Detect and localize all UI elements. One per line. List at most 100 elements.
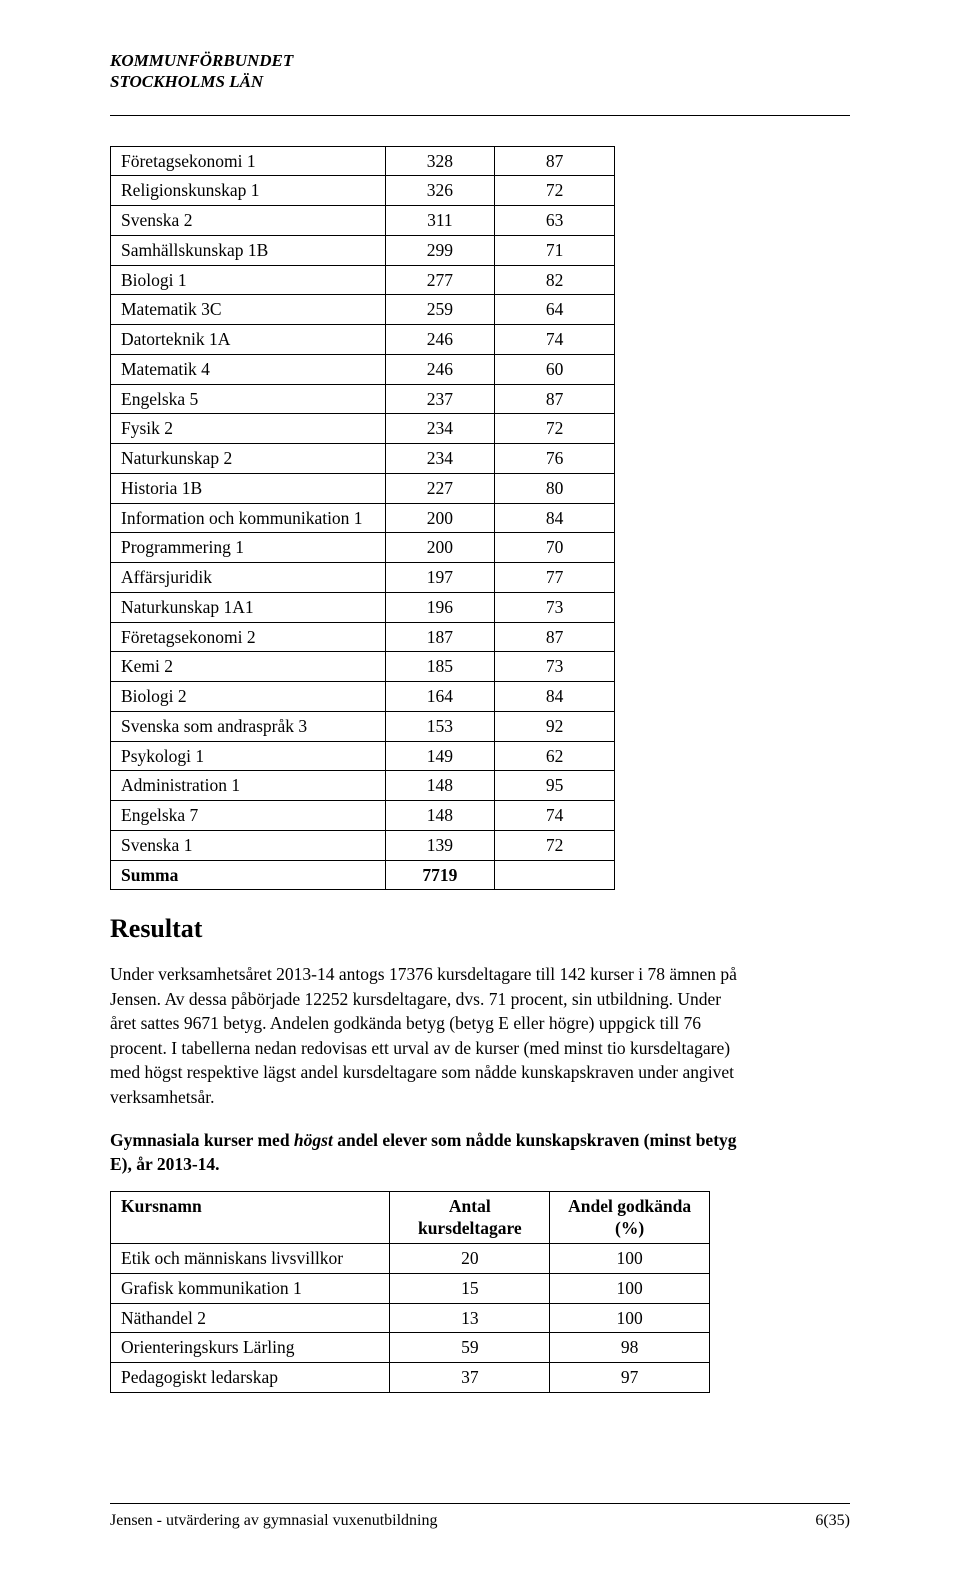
table-cell: 77 (495, 563, 615, 593)
table-cell: 87 (495, 384, 615, 414)
table-cell: 100 (550, 1244, 710, 1274)
table-cell: 70 (495, 533, 615, 563)
table-cell: 246 (385, 354, 495, 384)
table-cell: 63 (495, 206, 615, 236)
table-cell: Pedagogiskt ledarskap (111, 1363, 390, 1393)
table-row: Engelska 523787 (111, 384, 615, 414)
table-cell: Företagsekonomi 2 (111, 622, 386, 652)
page-header: KOMMUNFÖRBUNDET STOCKHOLMS LÄN (110, 50, 850, 93)
table-cell: Svenska som andraspråk 3 (111, 711, 386, 741)
table-row: Naturkunskap 223476 (111, 444, 615, 474)
table-cell: 84 (495, 503, 615, 533)
table-cell: Biologi 1 (111, 265, 386, 295)
table-row: Psykologi 114962 (111, 741, 615, 771)
table-cell: 164 (385, 682, 495, 712)
table-cell: 60 (495, 354, 615, 384)
table-row: Näthandel 213100 (111, 1303, 710, 1333)
table-row: Svenska 113972 (111, 830, 615, 860)
table-row: Kemi 218573 (111, 652, 615, 682)
table-row: Svenska som andraspråk 315392 (111, 711, 615, 741)
table-cell: 153 (385, 711, 495, 741)
table-cell: Företagsekonomi 1 (111, 146, 386, 176)
table-row: Programmering 120070 (111, 533, 615, 563)
table-cell: 196 (385, 592, 495, 622)
table-cell: 37 (390, 1363, 550, 1393)
table-cell: 98 (550, 1333, 710, 1363)
table-row: Naturkunskap 1A119673 (111, 592, 615, 622)
table-cell: 234 (385, 414, 495, 444)
table-cell: 87 (495, 622, 615, 652)
table-cell: 149 (385, 741, 495, 771)
table-cell: 62 (495, 741, 615, 771)
table-row: Affärsjuridik19777 (111, 563, 615, 593)
table-cell: 13 (390, 1303, 550, 1333)
table-cell: 20 (390, 1244, 550, 1274)
page-footer: Jensen - utvärdering av gymnasial vuxenu… (110, 1503, 850, 1530)
table-cell: 73 (495, 652, 615, 682)
header-line2: STOCKHOLMS LÄN (110, 71, 850, 92)
table-cell: Fysik 2 (111, 414, 386, 444)
body-paragraph: Under verksamhetsåret 2013-14 antogs 173… (110, 962, 750, 1109)
table-cell: Religionskunskap 1 (111, 176, 386, 206)
table-cell: Historia 1B (111, 473, 386, 503)
table-cell: Matematik 4 (111, 354, 386, 384)
table-row: Matematik 424660 (111, 354, 615, 384)
table-cell: Administration 1 (111, 771, 386, 801)
table-cell: 72 (495, 414, 615, 444)
subheading: Gymnasiala kurser med högst andel elever… (110, 1129, 750, 1176)
table-cell: 246 (385, 325, 495, 355)
table-row: Pedagogiskt ledarskap3797 (111, 1363, 710, 1393)
table-cell: 72 (495, 176, 615, 206)
table-header-row: Kursnamn Antal kursdeltagare Andel godkä… (111, 1191, 710, 1244)
table-cell: 80 (495, 473, 615, 503)
table-row: Matematik 3C25964 (111, 295, 615, 325)
summa-row: Summa7719 (111, 860, 615, 890)
table-cell: Naturkunskap 1A1 (111, 592, 386, 622)
subhead-emph: högst (294, 1130, 333, 1150)
table-cell: 82 (495, 265, 615, 295)
table-cell: 200 (385, 503, 495, 533)
divider-bottom (110, 1503, 850, 1504)
table-cell: 139 (385, 830, 495, 860)
table-cell: Näthandel 2 (111, 1303, 390, 1333)
header-line1: KOMMUNFÖRBUNDET (110, 50, 850, 71)
table-cell: Matematik 3C (111, 295, 386, 325)
col-andel: Andel godkända (%) (550, 1191, 710, 1244)
table-row: Historia 1B22780 (111, 473, 615, 503)
table-row: Grafisk kommunikation 115100 (111, 1273, 710, 1303)
table-row: Orienteringskurs Lärling5998 (111, 1333, 710, 1363)
table-cell: 148 (385, 801, 495, 831)
table-row: Företagsekonomi 132887 (111, 146, 615, 176)
table-cell: Biologi 2 (111, 682, 386, 712)
table-cell: Programmering 1 (111, 533, 386, 563)
table-row: Etik och människans livsvillkor20100 (111, 1244, 710, 1274)
table-row: Engelska 714874 (111, 801, 615, 831)
table-cell (495, 860, 615, 890)
table-cell: Orienteringskurs Lärling (111, 1333, 390, 1363)
table-cell: Svenska 1 (111, 830, 386, 860)
table-cell: 187 (385, 622, 495, 652)
table-cell: 59 (390, 1333, 550, 1363)
table-cell: Kemi 2 (111, 652, 386, 682)
table-cell: 197 (385, 563, 495, 593)
table-cell: Datorteknik 1A (111, 325, 386, 355)
table-cell: 100 (550, 1303, 710, 1333)
table-cell: 76 (495, 444, 615, 474)
table-cell: 148 (385, 771, 495, 801)
table-row: Datorteknik 1A24674 (111, 325, 615, 355)
table-cell: Samhällskunskap 1B (111, 235, 386, 265)
table-cell: 84 (495, 682, 615, 712)
table-cell: 74 (495, 325, 615, 355)
table-cell: 200 (385, 533, 495, 563)
table-cell: 97 (550, 1363, 710, 1393)
table-cell: 95 (495, 771, 615, 801)
table-cell: Engelska 7 (111, 801, 386, 831)
table-row: Biologi 216484 (111, 682, 615, 712)
table-row: Fysik 223472 (111, 414, 615, 444)
divider-top (110, 115, 850, 116)
top-courses-table: Kursnamn Antal kursdeltagare Andel godkä… (110, 1191, 710, 1393)
col-kursnamn: Kursnamn (111, 1191, 390, 1244)
table-cell: 227 (385, 473, 495, 503)
table-cell: 311 (385, 206, 495, 236)
table-cell: Engelska 5 (111, 384, 386, 414)
